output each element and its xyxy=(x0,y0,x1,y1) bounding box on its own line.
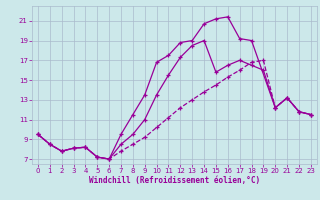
X-axis label: Windchill (Refroidissement éolien,°C): Windchill (Refroidissement éolien,°C) xyxy=(89,176,260,185)
